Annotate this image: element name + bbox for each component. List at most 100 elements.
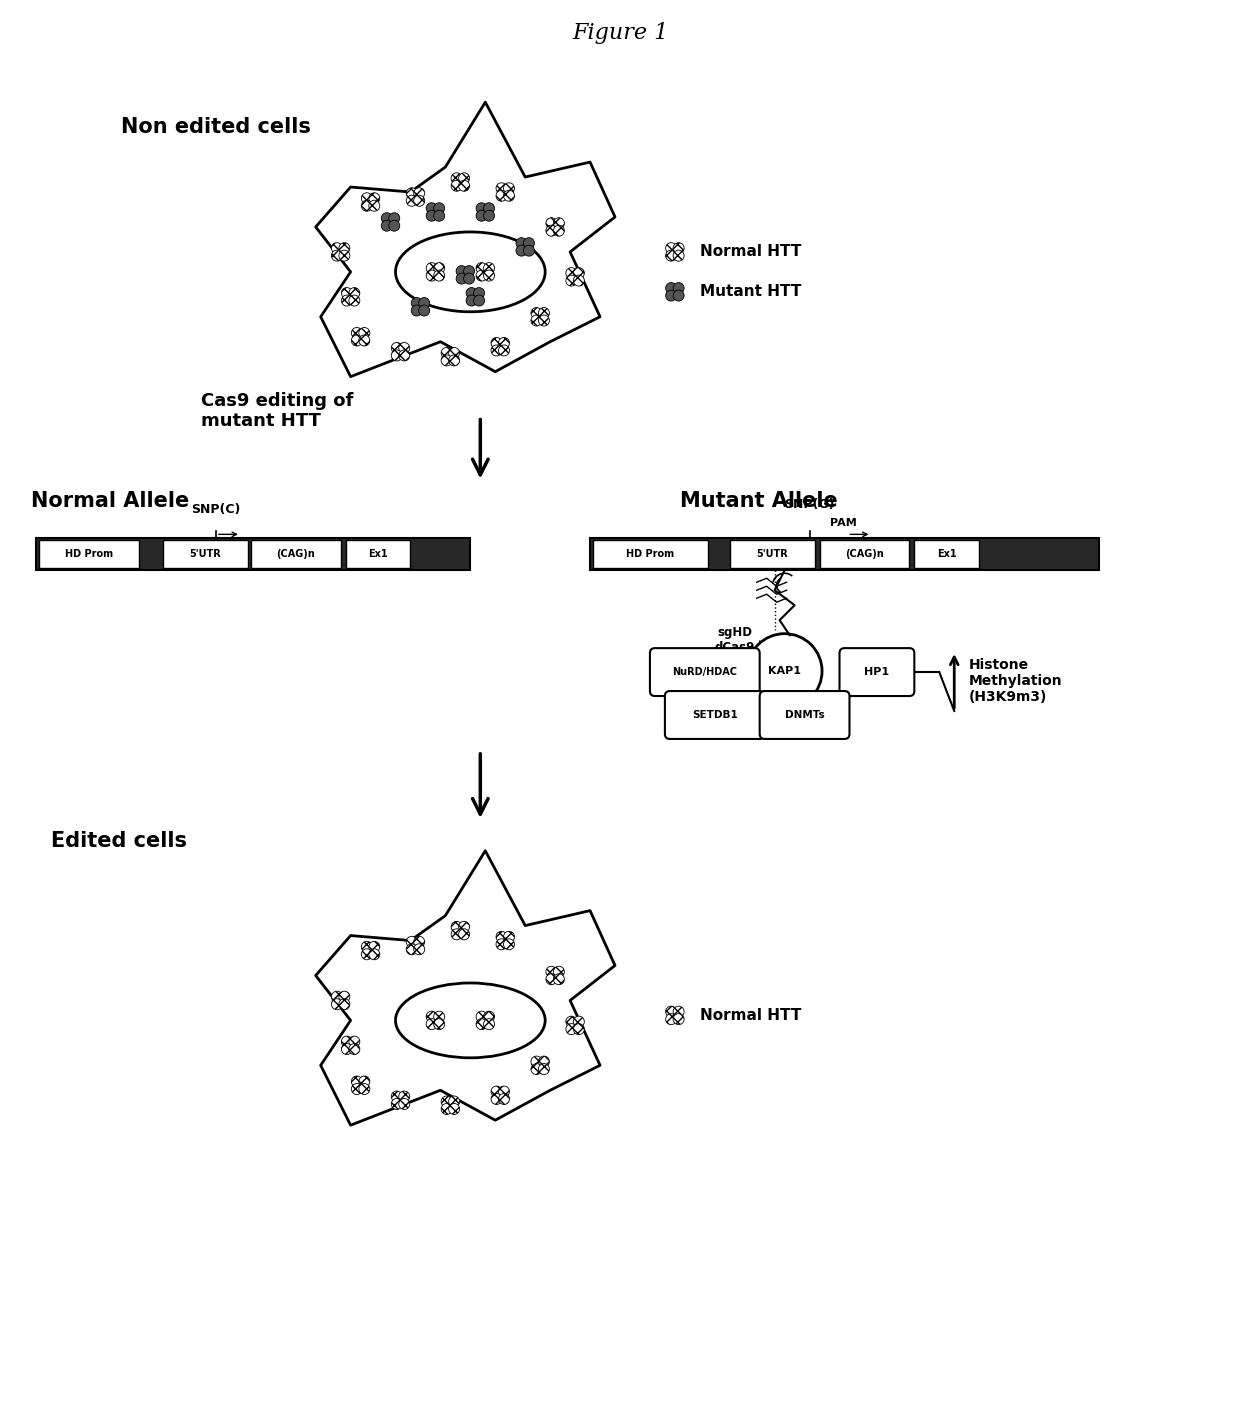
Circle shape [427, 210, 438, 221]
Circle shape [565, 1024, 577, 1035]
Text: Figure 1: Figure 1 [572, 23, 668, 44]
Text: (CAG)n: (CAG)n [277, 549, 315, 559]
Text: Mutant HTT: Mutant HTT [699, 284, 801, 299]
Circle shape [464, 265, 475, 277]
Circle shape [427, 262, 438, 274]
Circle shape [673, 1007, 684, 1017]
Text: HD Prom: HD Prom [66, 549, 113, 559]
Circle shape [531, 1064, 542, 1075]
Text: Ex1: Ex1 [937, 549, 956, 559]
Circle shape [546, 225, 557, 237]
Circle shape [361, 193, 372, 204]
FancyBboxPatch shape [914, 540, 980, 569]
FancyBboxPatch shape [590, 539, 1099, 570]
Circle shape [392, 1098, 402, 1109]
Ellipse shape [396, 983, 546, 1058]
Circle shape [358, 335, 370, 347]
Circle shape [358, 328, 370, 338]
Circle shape [331, 991, 342, 1002]
Circle shape [358, 1084, 370, 1095]
Circle shape [498, 1087, 510, 1097]
Circle shape [427, 270, 438, 281]
Text: Ex1: Ex1 [368, 549, 388, 559]
Circle shape [351, 1077, 362, 1087]
Text: (CAG)n: (CAG)n [846, 549, 884, 559]
Circle shape [476, 210, 487, 221]
Circle shape [484, 270, 495, 281]
Circle shape [361, 941, 372, 953]
Circle shape [573, 1024, 584, 1035]
Circle shape [341, 288, 352, 298]
Circle shape [484, 262, 495, 274]
Circle shape [496, 931, 507, 943]
Circle shape [339, 998, 350, 1010]
Circle shape [449, 1097, 460, 1107]
Text: SNP(G): SNP(G) [785, 499, 835, 512]
Circle shape [503, 190, 515, 201]
Circle shape [339, 991, 350, 1002]
Circle shape [546, 218, 557, 228]
Circle shape [339, 250, 350, 261]
FancyBboxPatch shape [839, 649, 914, 696]
Circle shape [573, 275, 584, 287]
Text: Normal Allele: Normal Allele [31, 492, 190, 512]
Circle shape [666, 1007, 677, 1017]
Text: Cas9 editing of
mutant HTT: Cas9 editing of mutant HTT [201, 392, 353, 431]
Circle shape [348, 1044, 360, 1055]
Text: 5'UTR: 5'UTR [756, 549, 789, 559]
Circle shape [673, 289, 684, 301]
Circle shape [476, 1018, 487, 1030]
Circle shape [434, 202, 445, 214]
Circle shape [456, 265, 467, 277]
Circle shape [456, 274, 467, 284]
Polygon shape [316, 103, 615, 376]
Circle shape [673, 282, 684, 294]
Circle shape [503, 931, 515, 943]
Circle shape [348, 295, 360, 307]
Circle shape [553, 967, 564, 977]
Circle shape [419, 298, 430, 308]
Circle shape [392, 342, 402, 354]
Circle shape [523, 245, 534, 257]
Circle shape [412, 305, 422, 317]
Circle shape [351, 1084, 362, 1095]
Circle shape [459, 928, 470, 940]
Circle shape [531, 315, 542, 327]
Text: Normal HTT: Normal HTT [699, 1008, 801, 1022]
Circle shape [381, 220, 392, 231]
Circle shape [673, 250, 684, 261]
Circle shape [484, 202, 495, 214]
Circle shape [491, 338, 502, 348]
Circle shape [546, 974, 557, 985]
Text: Non edited cells: Non edited cells [122, 117, 311, 137]
Circle shape [538, 1057, 549, 1067]
Circle shape [474, 295, 485, 307]
Circle shape [466, 288, 477, 298]
Circle shape [573, 1017, 584, 1027]
Circle shape [331, 998, 342, 1010]
Circle shape [516, 245, 527, 257]
Circle shape [666, 1014, 677, 1025]
Text: HP1: HP1 [864, 667, 889, 677]
Circle shape [407, 195, 417, 207]
Circle shape [531, 308, 542, 318]
FancyBboxPatch shape [760, 692, 849, 739]
Circle shape [368, 948, 379, 960]
Text: Edited cells: Edited cells [51, 831, 187, 851]
Circle shape [449, 355, 460, 366]
Circle shape [341, 295, 352, 307]
Circle shape [368, 193, 379, 204]
Circle shape [503, 938, 515, 950]
Text: KAP1: KAP1 [768, 666, 801, 676]
Polygon shape [316, 851, 615, 1125]
Circle shape [392, 1091, 402, 1102]
Circle shape [441, 348, 453, 358]
Circle shape [491, 345, 502, 356]
Circle shape [399, 1098, 409, 1109]
Circle shape [399, 342, 409, 354]
Circle shape [531, 1057, 542, 1067]
Circle shape [464, 274, 475, 284]
Circle shape [496, 938, 507, 950]
Circle shape [407, 937, 417, 947]
Circle shape [476, 202, 487, 214]
